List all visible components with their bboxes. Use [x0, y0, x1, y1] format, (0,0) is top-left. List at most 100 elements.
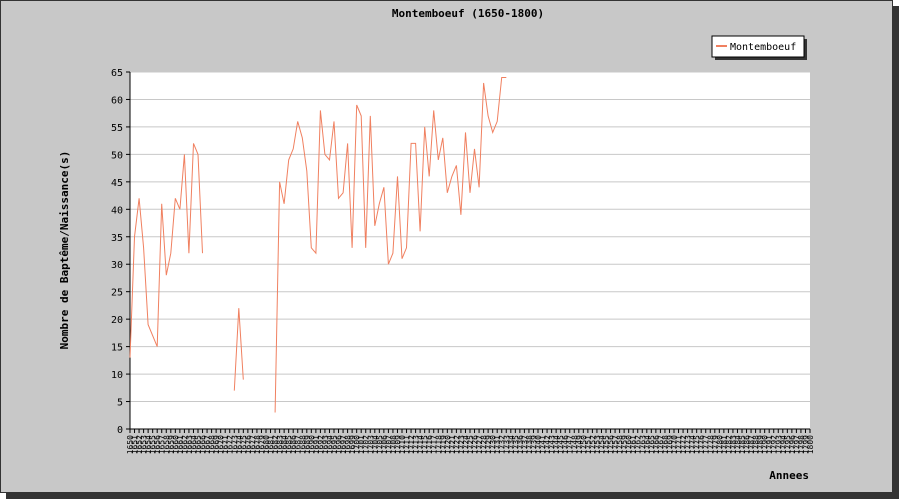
x-tick-label: 1735	[511, 435, 520, 454]
y-tick-label: 30	[111, 260, 123, 271]
x-tick-label: 1682	[271, 435, 280, 454]
frame-shadow-right	[893, 6, 899, 499]
x-tick-label: 1710	[398, 435, 407, 454]
x-tick-label: 1777	[702, 435, 711, 454]
x-tick-label: 1673	[230, 435, 239, 454]
x-tick-label: 1728	[480, 435, 489, 454]
x-tick-label: 1786	[743, 435, 752, 454]
x-tick-label: 1759	[620, 435, 629, 454]
x-tick-label: 1708	[389, 435, 398, 454]
x-tick-label: 1670	[217, 435, 226, 454]
x-tick-label: 1765	[647, 435, 656, 454]
x-tick-label: 1783	[729, 435, 738, 454]
x-tick-label: 1650	[126, 435, 135, 454]
x-tick-label: 1730	[489, 435, 498, 454]
x-tick-label: 1732	[498, 435, 507, 454]
grid-lines	[130, 71, 810, 403]
y-tick-label: 0	[117, 425, 123, 436]
y-tick-label: 10	[111, 370, 123, 381]
x-tick-label: 1760	[625, 435, 634, 454]
x-tick-label: 1754	[597, 435, 606, 454]
x-tick-label: 1799	[801, 435, 810, 454]
x-tick-label: 1698	[344, 435, 353, 454]
x-tick-label: 1665	[194, 435, 203, 454]
x-tick-label: 1790	[761, 435, 770, 454]
x-axis-title: Annees	[769, 469, 809, 482]
x-tick-label: 1660	[171, 435, 180, 454]
x-tick-label: 1734	[507, 435, 516, 454]
x-tick-label: 1770	[670, 435, 679, 454]
x-tick-label: 1746	[561, 435, 570, 454]
series-line-segment	[233, 308, 244, 391]
x-tick-label: 1784	[733, 435, 742, 454]
series-line-segment	[129, 143, 203, 358]
x-tick-label: 1775	[693, 435, 702, 454]
x-tick-label: 1686	[289, 435, 298, 454]
y-tick-label: 25	[111, 288, 123, 299]
x-tick-label: 1768	[661, 435, 670, 454]
x-tick-label: 1795	[783, 435, 792, 454]
x-tick-label: 1743	[548, 435, 557, 454]
x-tick-label: 1737	[520, 435, 529, 454]
x-tick-label: 1677	[248, 435, 257, 454]
x-tick-label: 1767	[656, 435, 665, 454]
x-tick-label: 1666	[199, 435, 208, 454]
x-tick-label: 1778	[706, 435, 715, 454]
legend-box	[711, 35, 805, 58]
x-tick-label: 1676	[244, 435, 253, 454]
x-tick-label: 1712	[407, 435, 416, 454]
y-tick-label: 50	[111, 150, 123, 161]
x-tick-label: 1797	[792, 435, 801, 454]
x-tick-label: 1689	[303, 435, 312, 454]
x-tick-label: 1769	[665, 435, 674, 454]
x-tick-label: 1658	[162, 435, 171, 454]
x-tick-label: 1742	[543, 435, 552, 454]
x-tick-label: 1687	[294, 435, 303, 454]
x-tick-label: 1671	[221, 435, 230, 454]
x-tick-label: 1733	[502, 435, 511, 454]
x-tick-label: 1717	[430, 435, 439, 454]
y-tick-label: 55	[111, 123, 123, 134]
x-tick-label: 1755	[602, 435, 611, 454]
x-tick-label: 1723	[457, 435, 466, 454]
x-tick-label: 1667	[203, 435, 212, 454]
x-tick-label: 1652	[135, 435, 144, 454]
x-tick-label: 1798	[797, 435, 806, 454]
x-tick-label: 1792	[770, 435, 779, 454]
x-tick-label: 1780	[715, 435, 724, 454]
x-tick-label: 1691	[312, 435, 321, 454]
x-tick-label: 1711	[403, 435, 412, 454]
x-tick-label: 1657	[158, 435, 167, 454]
x-tick-label: 1748	[570, 435, 579, 454]
x-tick-label: 1796	[788, 435, 797, 454]
x-tick-label: 1707	[384, 435, 393, 454]
x-tick-label: 1655	[149, 435, 158, 454]
x-tick-label: 1678	[253, 435, 262, 454]
x-tick-label: 1764	[643, 435, 652, 454]
x-tick-label: 1722	[452, 435, 461, 454]
x-tick-label: 1701	[357, 435, 366, 454]
x-tick-label: 1661	[176, 435, 185, 454]
x-tick-label: 1724	[461, 435, 470, 454]
x-tick-label: 1668	[208, 435, 217, 454]
x-tick-label: 1680	[262, 435, 271, 454]
y-tick-label: 20	[111, 315, 123, 326]
x-tick-label: 1740	[534, 435, 543, 454]
x-tick-label: 1702	[362, 435, 371, 454]
x-tick-label: 1700	[353, 435, 362, 454]
x-tick-label: 1752	[588, 435, 597, 454]
x-tick-label: 1704	[371, 435, 380, 454]
x-tick-label: 1675	[239, 435, 248, 454]
x-tick-label: 1664	[189, 435, 198, 454]
x-tick-label: 1719	[439, 435, 448, 454]
x-tick-label: 1654	[144, 435, 153, 454]
x-tick-label: 1739	[529, 435, 538, 454]
x-tick-label: 1726	[471, 435, 480, 454]
x-tick-label: 1741	[539, 435, 548, 454]
x-tick-label: 1789	[756, 435, 765, 454]
x-tick-label: 1749	[575, 435, 584, 454]
x-tick-label: 1690	[307, 435, 316, 454]
x-tick-label: 1756	[607, 435, 616, 454]
x-tick-label: 1745	[557, 435, 566, 454]
